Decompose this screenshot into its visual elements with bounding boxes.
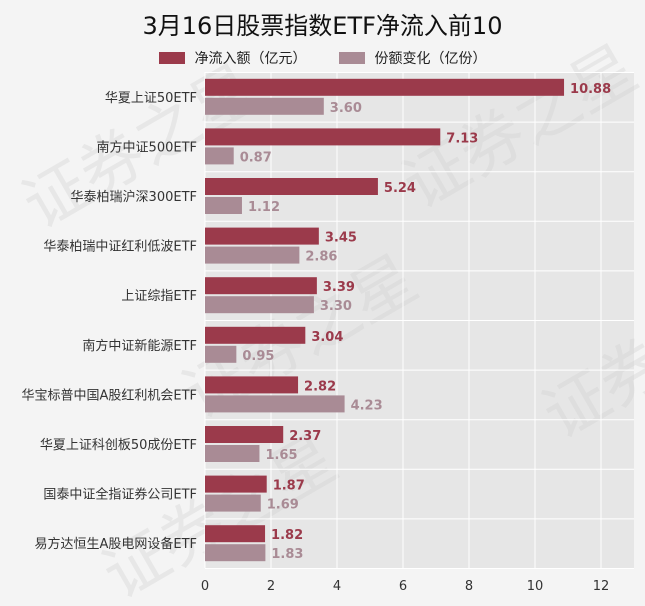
bar-net-inflow (205, 78, 565, 96)
bar-share-change (205, 445, 260, 462)
bar-share-change (205, 97, 324, 115)
bar-share-change (205, 395, 345, 413)
data-label-share-change: 3.30 (320, 299, 352, 314)
x-tick-label: 12 (593, 579, 610, 594)
data-label-net-inflow: 3.45 (325, 231, 357, 246)
data-label-share-change: 4.23 (351, 398, 383, 413)
bar-net-inflow (205, 326, 306, 344)
bar-net-inflow (205, 475, 267, 493)
legend-item-net-inflow: 净流入额（亿元） (158, 48, 307, 68)
data-label-share-change: 1.69 (267, 498, 299, 513)
bar-net-inflow (205, 227, 319, 245)
bar-share-change (205, 345, 237, 363)
bar-share-change (205, 494, 261, 512)
data-label-net-inflow: 3.04 (311, 330, 343, 345)
x-tick-label: 8 (465, 579, 473, 594)
bar-share-change (205, 296, 314, 314)
legend-swatch-net-inflow (158, 52, 185, 64)
x-tick-label: 2 (267, 579, 275, 594)
category-label: 华泰柏瑞中证红利低波ETF (43, 239, 197, 255)
x-tick-label: 10 (527, 579, 544, 594)
bar-share-change (205, 197, 242, 214)
bar-net-inflow (205, 525, 266, 543)
data-label-share-change: 3.60 (330, 101, 362, 116)
chart-title: 3月16日股票指数ETF净流入前10 (142, 12, 503, 40)
bar-net-inflow (205, 376, 299, 394)
category-label: 华宝标普中国A股红利机会ETF (21, 387, 197, 403)
data-label-share-change: 1.65 (265, 448, 297, 463)
data-label-share-change: 0.87 (240, 150, 272, 165)
category-label: 上证综指ETF (121, 289, 197, 304)
data-label-net-inflow: 10.88 (570, 82, 611, 97)
category-label: 华泰柏瑞沪深300ETF (71, 189, 197, 205)
bar-share-change (205, 147, 234, 165)
data-label-net-inflow: 1.87 (273, 479, 305, 494)
category-label: 华夏上证科创板50成份ETF (40, 438, 197, 453)
category-label: 易方达恒生A股电网设备ETF (34, 536, 197, 552)
legend-label-share-change: 份额变化（亿份） (374, 51, 487, 67)
bar-net-inflow (205, 277, 317, 295)
data-label-share-change: 1.12 (248, 200, 280, 215)
bar-share-change (205, 246, 300, 264)
x-tick-label: 6 (399, 579, 407, 594)
data-label-net-inflow: 7.13 (446, 131, 478, 146)
bar-net-inflow (205, 426, 284, 443)
data-label-net-inflow: 2.37 (289, 429, 321, 444)
bar-net-inflow (205, 128, 441, 146)
category-label: 华夏上证50ETF (105, 91, 197, 106)
x-tick-label: 0 (201, 579, 209, 594)
category-label: 南方中证500ETF (97, 139, 197, 155)
category-label: 南方中证新能源ETF (82, 338, 197, 354)
data-label-share-change: 2.86 (305, 250, 337, 265)
data-label-share-change: 1.83 (271, 547, 303, 562)
data-label-share-change: 0.95 (242, 349, 274, 364)
data-label-net-inflow: 5.24 (384, 181, 416, 196)
legend-label-net-inflow: 净流入额（亿元） (194, 51, 307, 67)
bar-net-inflow (205, 178, 378, 195)
data-label-net-inflow: 2.82 (304, 379, 336, 394)
x-tick-label: 4 (333, 579, 341, 594)
bar-share-change (205, 544, 266, 562)
category-label: 国泰中证全指证券公司ETF (43, 487, 197, 503)
chart-legend: 净流入额（亿元） 份额变化（亿份） (0, 48, 645, 68)
data-label-net-inflow: 1.82 (271, 528, 303, 543)
legend-swatch-share-change (338, 52, 365, 64)
data-label-net-inflow: 3.39 (323, 280, 355, 295)
legend-item-share-change: 份额变化（亿份） (338, 48, 487, 68)
